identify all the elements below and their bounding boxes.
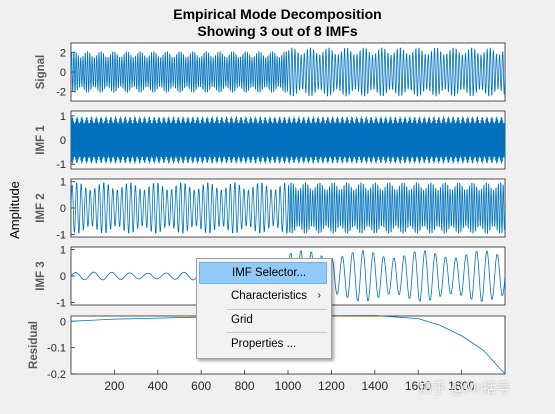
menu-separator <box>227 309 327 310</box>
panel-ylabel: Residual <box>28 321 40 369</box>
y-tick-label: 0 <box>60 271 66 283</box>
y-tick-label: 0 <box>60 203 66 215</box>
series-line <box>70 115 506 165</box>
panel-ylabel: IMF 2 <box>35 193 47 222</box>
context-menu[interactable]: IMF Selector... Characteristics › Grid P… <box>196 258 332 359</box>
x-tick-label: 1200 <box>318 379 345 393</box>
menu-item-properties[interactable]: Properties ... <box>199 333 327 355</box>
y-tick-label: 1 <box>60 111 66 123</box>
y-tick-label: 0 <box>60 316 66 328</box>
panel-ylabel: IMF 1 <box>35 125 47 155</box>
y-axis-common-label: Amplitude <box>7 181 22 239</box>
x-tick-label: 1400 <box>361 379 388 393</box>
panel-ylabel: IMF 3 <box>35 261 47 290</box>
y-tick-label: 1 <box>60 245 66 257</box>
x-tick-label: 400 <box>148 379 168 393</box>
y-tick-label: -1 <box>56 229 66 241</box>
x-tick-label: 1000 <box>275 379 302 393</box>
y-tick-label: -1 <box>56 159 66 171</box>
menu-item-label: Grid <box>231 314 253 326</box>
watermark-text: 知乎 @Mr括号 <box>418 381 511 397</box>
y-tick-label: -0.2 <box>47 369 66 381</box>
menu-item-imf-selector[interactable]: IMF Selector... <box>199 262 327 284</box>
menu-item-grid[interactable]: Grid <box>199 309 327 331</box>
series-line <box>70 182 506 234</box>
y-tick-label: 1 <box>60 177 66 189</box>
panel-ylabel: Signal <box>35 55 47 90</box>
y-tick-label: 0 <box>60 67 66 79</box>
y-tick-label: 0 <box>60 135 66 147</box>
y-tick-label: -2 <box>56 86 66 98</box>
x-tick-label: 800 <box>235 379 255 393</box>
menu-separator <box>227 332 327 333</box>
menu-item-characteristics[interactable]: Characteristics › <box>199 285 327 307</box>
menu-item-label: Characteristics <box>231 290 308 302</box>
chevron-right-icon: › <box>317 290 321 301</box>
y-tick-label: 2 <box>60 48 66 60</box>
figure-subtitle: Showing 3 out of 8 IMFs <box>197 23 358 39</box>
figure-title: Empirical Mode Decomposition <box>173 6 382 22</box>
x-tick-label: 1600 <box>405 379 432 393</box>
x-tick-label: 1800 <box>448 379 475 393</box>
series-line <box>70 47 506 97</box>
x-tick-label: 200 <box>104 379 124 393</box>
y-tick-label: -0.1 <box>47 343 66 355</box>
x-tick-label: 600 <box>191 379 211 393</box>
menu-item-label: Properties ... <box>231 338 297 350</box>
menu-item-label: IMF Selector... <box>232 267 307 279</box>
y-tick-label: -1 <box>56 297 66 309</box>
